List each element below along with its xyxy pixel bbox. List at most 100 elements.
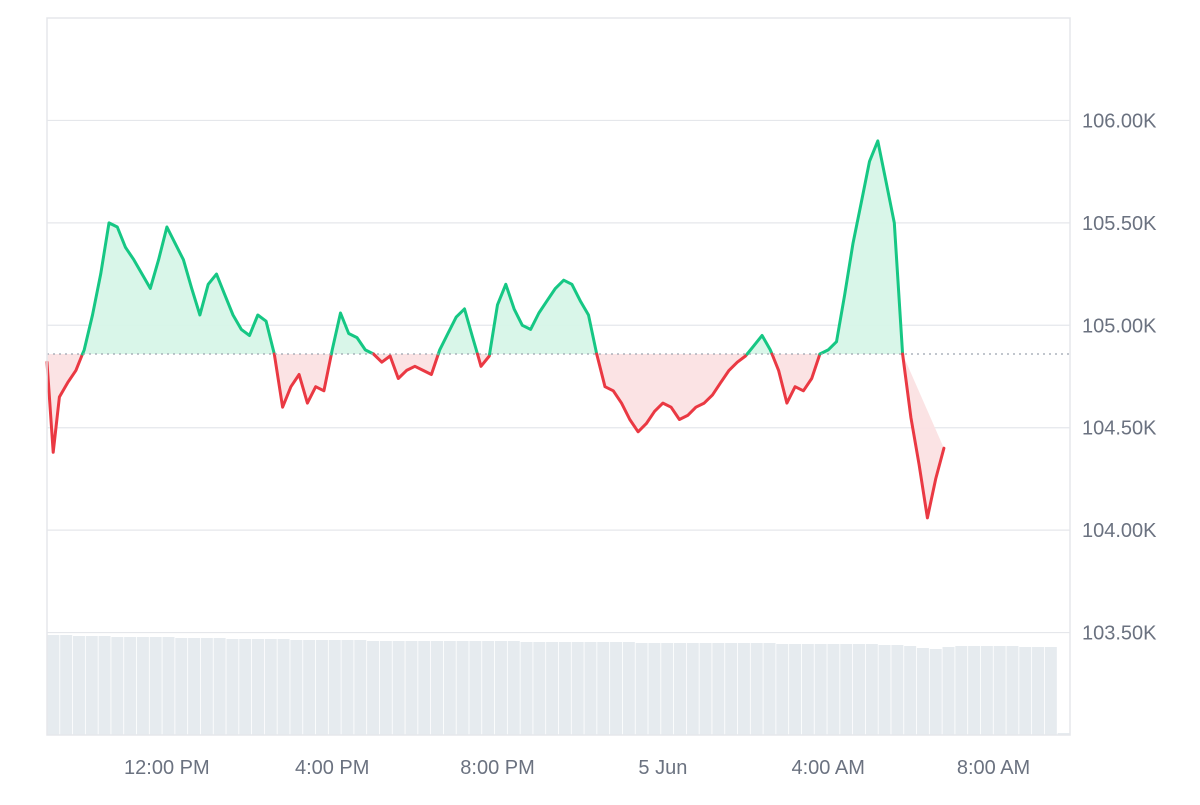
volume-bar — [635, 643, 648, 735]
volume-bar — [124, 637, 137, 735]
volume-bar — [878, 645, 891, 735]
x-tick-label: 4:00 AM — [792, 757, 865, 779]
volume-bar — [111, 637, 124, 735]
volume-bar — [737, 643, 750, 735]
volume-bar — [904, 646, 917, 735]
volume-bar — [661, 643, 674, 735]
y-tick-label: 104.00K — [1082, 520, 1157, 542]
y-tick-label: 105.00K — [1082, 315, 1157, 337]
price-line-up[interactable] — [818, 139, 905, 356]
volume-bar — [763, 643, 776, 735]
volume-bar — [277, 639, 290, 735]
volume-bar — [597, 642, 610, 735]
volume-bar — [776, 644, 789, 735]
volume-bar — [546, 642, 559, 735]
y-tick-label: 104.50K — [1082, 418, 1157, 440]
volume-bar — [85, 636, 98, 735]
volume-bar — [558, 642, 571, 735]
price-area-down — [274, 353, 332, 408]
volume-bar — [188, 638, 201, 735]
volume-bar — [226, 639, 239, 735]
volume-bar — [942, 647, 955, 735]
volume-bar — [239, 639, 252, 735]
volume-bar — [980, 646, 993, 735]
price-line-up[interactable] — [488, 278, 599, 356]
volume-bar — [955, 646, 968, 735]
volume-bar — [840, 644, 853, 735]
volume-bar — [252, 639, 264, 735]
volume-bar — [367, 641, 380, 735]
volume-bar — [482, 641, 495, 735]
x-tick-label: 12:00 PM — [124, 757, 210, 779]
volume-bar — [1019, 647, 1032, 735]
volume-bar — [60, 635, 73, 735]
volume-bar — [72, 636, 85, 735]
price-line-down[interactable] — [372, 352, 440, 380]
volume-bar — [149, 637, 162, 735]
line-layer[interactable] — [45, 139, 1070, 520]
y-tick-label: 106.00K — [1082, 110, 1157, 132]
price-area-up — [331, 313, 374, 354]
volume-bar — [315, 640, 328, 735]
volume-bar — [379, 641, 392, 735]
volume-bar — [891, 645, 904, 735]
volume-bar — [136, 637, 149, 735]
volume-bar — [47, 635, 60, 735]
volume-bar — [354, 640, 367, 735]
volume-bar — [213, 638, 226, 735]
volume-bar — [648, 643, 661, 735]
price-area-down — [596, 353, 748, 432]
volume-bar — [1057, 733, 1070, 735]
volume-bar — [916, 648, 929, 735]
volume-bar — [865, 644, 878, 735]
volume-bar — [507, 641, 520, 735]
volume-bar — [1044, 647, 1057, 735]
volume-bar — [405, 641, 418, 735]
price-line-down[interactable] — [272, 352, 333, 409]
price-area-up — [747, 335, 772, 354]
volume-bar — [392, 641, 405, 735]
x-tick-label: 8:00 AM — [957, 757, 1030, 779]
volume-bar — [290, 640, 303, 735]
volume-bar — [341, 640, 354, 735]
x-tick-label: 8:00 PM — [460, 757, 534, 779]
volume-bar — [929, 649, 942, 735]
volume-bar — [469, 641, 482, 735]
volume-bar — [750, 643, 763, 735]
volume-bar — [993, 646, 1006, 735]
price-line-up[interactable] — [329, 311, 375, 356]
volume-bar — [622, 642, 635, 735]
volume-bar — [200, 638, 213, 735]
volume-bar — [443, 641, 456, 735]
volume-bar — [303, 640, 316, 735]
volume-bar — [494, 641, 507, 735]
volume-bar — [610, 642, 623, 735]
volume-bar — [456, 641, 469, 735]
price-line-down[interactable] — [770, 352, 822, 405]
price-line-down[interactable] — [595, 352, 749, 434]
volume-bar — [175, 638, 188, 735]
area-layer — [47, 140, 944, 518]
plot-border — [46, 17, 1071, 736]
price-area-up — [489, 280, 597, 354]
price-area-down — [902, 354, 944, 518]
volume-bar — [725, 643, 738, 735]
volume-bar — [431, 641, 444, 735]
volume-bar — [418, 641, 431, 735]
price-line-down[interactable] — [45, 352, 84, 454]
price-area-down — [373, 353, 439, 379]
volume-bar — [584, 642, 597, 735]
x-tick-label: 5 Jun — [638, 757, 687, 779]
y-tick-label: 105.50K — [1082, 213, 1157, 235]
volume-bar — [789, 644, 802, 735]
price-line-up[interactable] — [436, 307, 479, 356]
price-line-up[interactable] — [81, 221, 276, 356]
price-line-down[interactable] — [901, 352, 946, 520]
price-line-up[interactable] — [745, 334, 774, 356]
x-tick-label: 4:00 PM — [295, 757, 369, 779]
volume-bar — [827, 644, 840, 735]
y-axis: 103.50K 104.00K 104.50K 105.00K 105.50K 106.0… — [1082, 110, 1157, 644]
volume-bar — [162, 637, 175, 735]
